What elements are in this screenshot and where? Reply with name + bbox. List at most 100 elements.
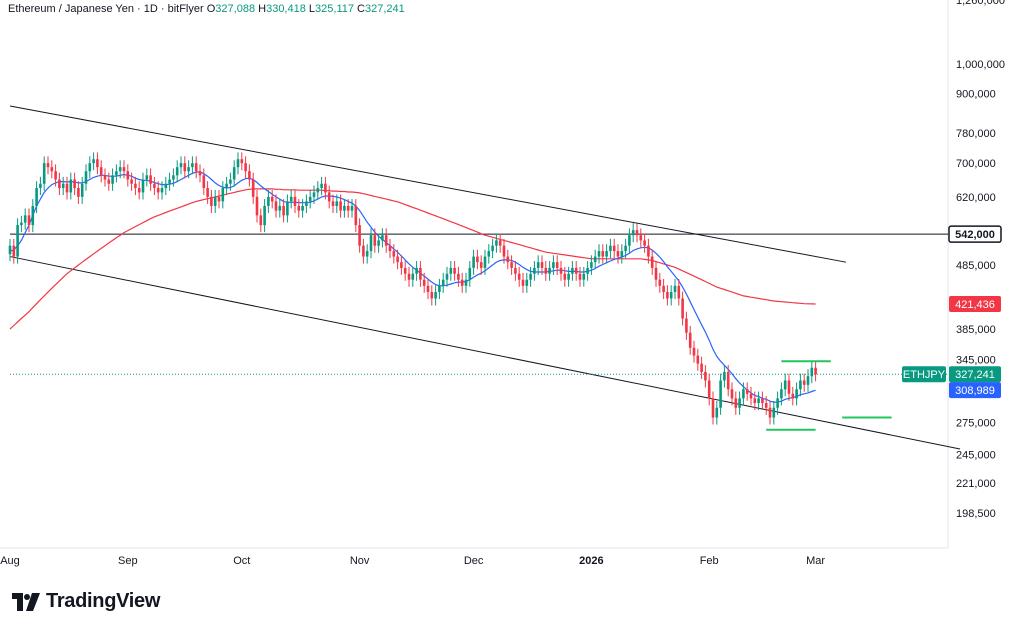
candle-body — [65, 183, 69, 193]
candle-body — [39, 183, 42, 189]
price-label-text: 308,989 — [955, 385, 995, 397]
candle-body — [362, 245, 365, 257]
candle-body — [457, 273, 460, 280]
tradingview-logo-icon — [12, 592, 40, 611]
candle-body — [16, 225, 19, 257]
candle-body — [688, 332, 692, 348]
candle-body — [799, 380, 802, 390]
candle-body — [145, 175, 149, 180]
candle-body — [88, 163, 92, 172]
candle-body — [327, 192, 331, 202]
candle-body — [445, 273, 449, 280]
y-tick-label: 385,000 — [956, 324, 996, 336]
candle-body — [282, 205, 285, 216]
candle-body — [628, 235, 631, 246]
candle-body — [654, 267, 658, 280]
candle-body — [263, 205, 266, 226]
candle-body — [221, 188, 225, 202]
candle-body — [407, 273, 411, 280]
candle-body — [343, 205, 346, 211]
candle-body — [365, 251, 369, 257]
close-value: 327,241 — [365, 3, 405, 15]
candle-body — [270, 196, 274, 202]
x-tick-label: Aug — [0, 555, 20, 567]
candle-body — [46, 163, 50, 168]
candle-body — [791, 393, 795, 399]
candle-body — [191, 163, 194, 168]
candle-body — [422, 279, 426, 286]
candle-body — [502, 245, 506, 257]
candle-body — [574, 267, 578, 274]
y-tick-label: 780,000 — [956, 128, 996, 140]
candle-body — [267, 196, 270, 206]
candle-body — [483, 256, 487, 268]
candle-body — [210, 196, 213, 206]
candle-body — [153, 183, 156, 189]
candle-body — [54, 171, 57, 180]
candle-body — [662, 285, 665, 293]
candle-body — [536, 262, 540, 268]
candle-body — [73, 179, 76, 189]
candle-body — [711, 398, 715, 418]
candle-body — [460, 279, 464, 286]
low-value: 325,117 — [315, 3, 354, 15]
candle-body — [495, 240, 498, 246]
candle-body — [312, 192, 316, 197]
candle-body — [316, 188, 320, 193]
candle-body — [814, 367, 817, 375]
candle-body — [696, 355, 700, 364]
candle-body — [377, 240, 380, 246]
candle-body — [517, 273, 521, 280]
candle-body — [103, 175, 107, 180]
candle-body — [639, 235, 643, 241]
price-label-box — [949, 366, 1001, 383]
candle-body — [141, 179, 145, 193]
candle-body — [373, 235, 377, 246]
candle-body — [635, 230, 639, 236]
candle-body — [700, 363, 703, 372]
candle-body — [8, 245, 12, 255]
candle-body — [479, 262, 483, 268]
candle-body — [381, 235, 384, 241]
candle-body — [780, 389, 783, 399]
candle-body — [278, 205, 282, 211]
candle-body — [498, 240, 502, 246]
candle-body — [126, 171, 130, 180]
candle-body — [331, 201, 335, 206]
candle-body — [704, 371, 707, 381]
candle-body — [118, 167, 122, 172]
candle-body — [533, 267, 536, 274]
candle-body — [464, 279, 468, 286]
candle-body — [719, 380, 722, 408]
candle-body — [590, 262, 593, 268]
candle-body — [631, 230, 635, 236]
candle-body — [240, 159, 244, 164]
candle-body — [643, 240, 646, 246]
candle-body — [567, 273, 570, 280]
candle-body — [168, 179, 171, 184]
candle-body — [609, 245, 612, 252]
candle-body — [335, 201, 339, 206]
candle-body — [35, 188, 38, 206]
candle-body — [681, 298, 684, 319]
candle-body — [730, 389, 734, 399]
candle-body — [673, 285, 677, 293]
candle-body — [58, 179, 61, 189]
candle-body — [160, 188, 164, 193]
candle-body — [308, 196, 312, 202]
candle-body — [692, 347, 696, 356]
candle-body — [92, 159, 95, 164]
y-tick-label: 345,000 — [956, 355, 996, 367]
candle-body — [563, 273, 567, 280]
candle-body — [50, 167, 54, 172]
candle-body — [388, 245, 392, 252]
candle-body — [578, 273, 582, 280]
candle-body — [96, 159, 99, 168]
price-label-box — [948, 225, 1002, 243]
candle-body — [669, 292, 673, 299]
candle-body — [582, 273, 586, 280]
candle-body — [438, 285, 441, 293]
candle-body — [172, 175, 175, 180]
x-tick-label: Nov — [350, 555, 370, 567]
